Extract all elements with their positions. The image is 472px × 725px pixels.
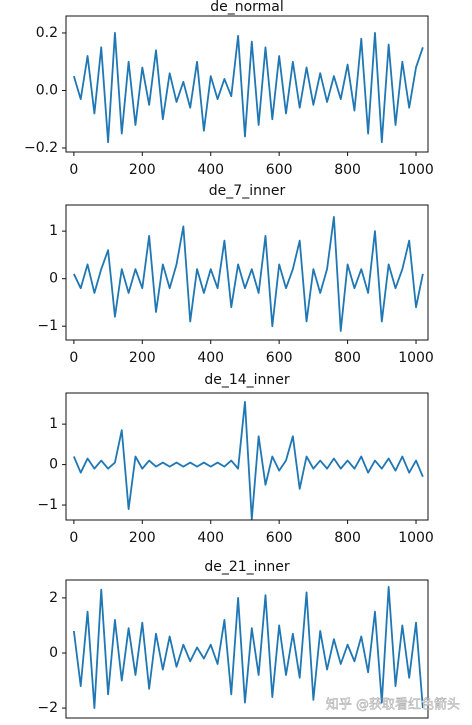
chart-title: de_14_inner — [204, 372, 290, 388]
x-tick-label: 600 — [266, 162, 293, 178]
x-tick-label: 0 — [69, 162, 78, 178]
x-tick-label: 800 — [334, 530, 361, 546]
x-tick-label: 800 — [334, 350, 361, 366]
axes-frame — [65, 204, 429, 341]
y-tick-label: 2 — [49, 590, 58, 606]
x-tick-label: 200 — [129, 530, 156, 546]
x-tick-label: 400 — [197, 162, 224, 178]
signal-line — [73, 32, 424, 144]
y-tick-label: 0.2 — [36, 25, 58, 41]
x-tick-label: 0 — [69, 350, 78, 366]
axes-frame — [65, 392, 429, 521]
chart-title: de_21_inner — [204, 559, 290, 575]
x-tick-label: 200 — [129, 162, 156, 178]
watermark: 知乎 @获取看红色箭头 — [326, 697, 460, 713]
y-tick-label: 0.0 — [36, 82, 58, 98]
y-tick-label: 1 — [49, 416, 58, 432]
x-tick-label: 1000 — [398, 162, 434, 178]
signal-line — [72, 585, 424, 709]
x-tick-label: 400 — [197, 530, 224, 546]
axes-frame — [65, 15, 429, 153]
y-tick-label: −0.2 — [24, 140, 58, 156]
y-tick-label: 0 — [49, 271, 58, 287]
y-tick-label: −1 — [37, 318, 58, 334]
x-tick-label: 0 — [69, 530, 78, 546]
axes-frame — [65, 579, 429, 719]
y-tick-label: −1 — [37, 497, 58, 513]
x-tick-label: 400 — [197, 350, 224, 366]
signal-line — [73, 215, 424, 332]
x-tick-label: 1000 — [398, 530, 434, 546]
x-tick-label: 800 — [334, 162, 361, 178]
x-tick-label: 1000 — [398, 350, 434, 366]
chart-title: de_normal — [210, 0, 284, 15]
y-tick-label: 0 — [49, 645, 58, 661]
x-tick-label: 200 — [129, 350, 156, 366]
y-tick-label: 1 — [49, 223, 58, 239]
chart-title: de_7_inner — [209, 183, 286, 199]
y-tick-label: −2 — [37, 700, 58, 716]
x-tick-label: 600 — [266, 530, 293, 546]
signal-line — [73, 401, 424, 521]
y-tick-label: 0 — [49, 457, 58, 473]
x-tick-label: 600 — [266, 350, 293, 366]
